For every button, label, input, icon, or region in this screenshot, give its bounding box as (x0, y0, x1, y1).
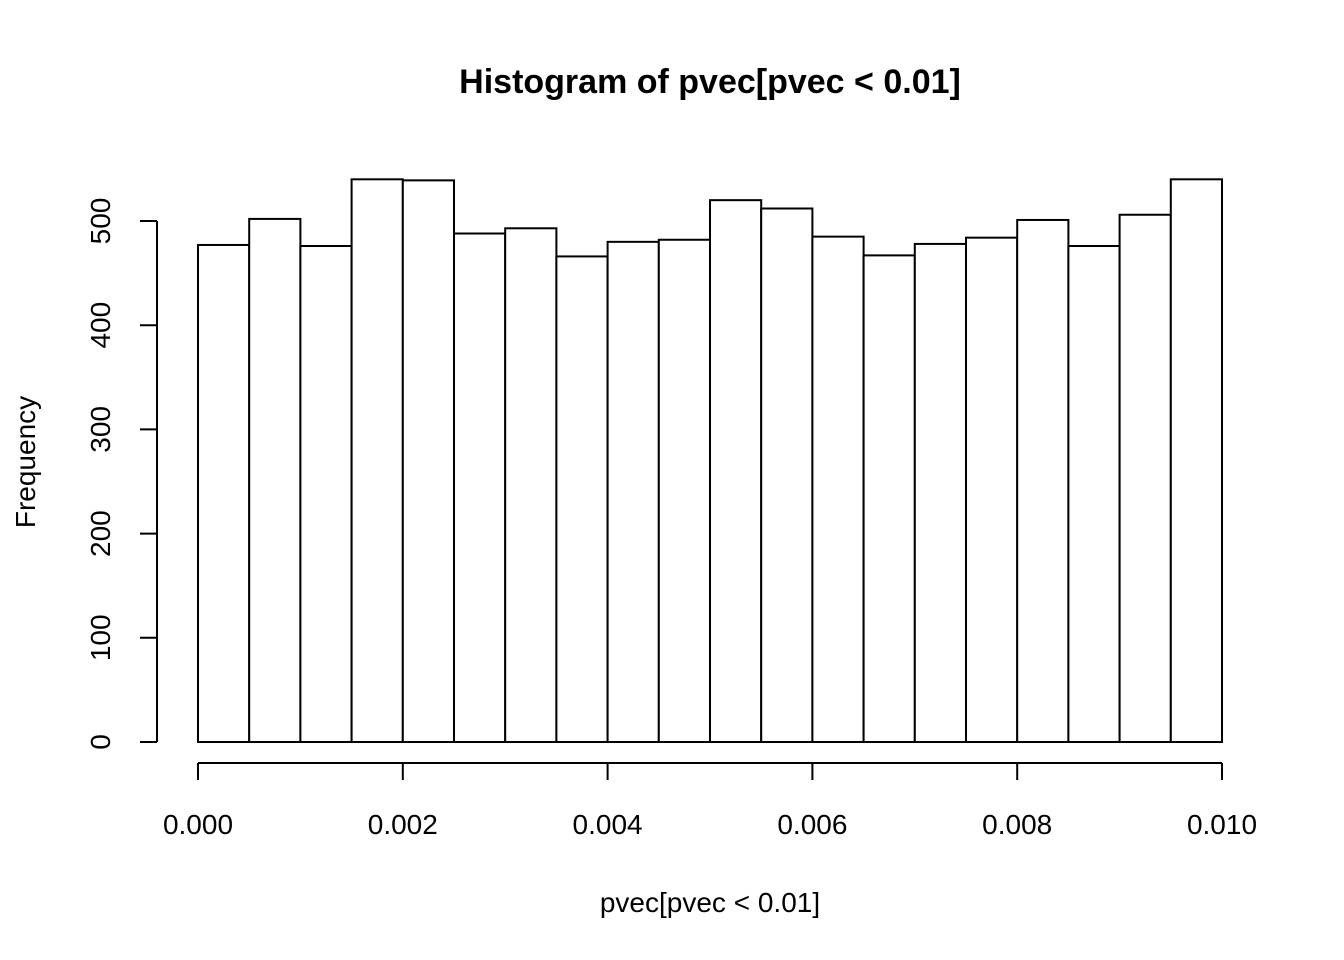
histogram-bar (299, 245, 353, 743)
histogram-bar (965, 236, 1019, 743)
histogram-bar (401, 179, 455, 743)
x-tick-label: 0.008 (982, 809, 1052, 840)
histogram-bar (350, 178, 404, 743)
x-tick-label: 0.010 (1187, 809, 1257, 840)
histogram-bar (862, 254, 916, 744)
histogram-bar (760, 207, 814, 744)
histogram-bar (197, 243, 251, 743)
histogram-bar (606, 240, 660, 743)
y-tick-label: 200 (85, 510, 116, 557)
histogram-bar (811, 235, 865, 743)
x-tick-label: 0.000 (163, 809, 233, 840)
y-axis-label: Frequency (10, 396, 41, 528)
histogram-bar (555, 255, 609, 743)
y-tick-label: 400 (85, 302, 116, 349)
histogram-bar (709, 199, 763, 744)
histogram-bar (1118, 213, 1172, 744)
histogram-bar (1169, 178, 1224, 743)
bars-group (197, 178, 1224, 744)
histogram-bar (657, 238, 711, 743)
histogram-bar (453, 232, 507, 743)
histogram-bar (1016, 218, 1070, 743)
y-tick-label: 0 (85, 734, 116, 750)
x-tick-label: 0.002 (368, 809, 438, 840)
x-axis-label: pvec[pvec < 0.01] (600, 887, 820, 918)
y-tick-label: 100 (85, 614, 116, 661)
x-tick-label: 0.006 (777, 809, 847, 840)
x-axis: 0.000 0.002 0.004 0.006 0.008 0.010 (163, 762, 1257, 840)
histogram-bar (504, 227, 558, 743)
y-tick-label: 300 (85, 406, 116, 453)
histogram-bar (1067, 245, 1121, 743)
histogram-bar (913, 242, 967, 743)
histogram-bar (248, 217, 302, 743)
chart-title: Histogram of pvec[pvec < 0.01] (459, 63, 961, 101)
y-axis: 0 100 200 300 400 500 (85, 198, 158, 750)
x-tick-label: 0.004 (573, 809, 643, 840)
y-tick-label: 500 (85, 198, 116, 245)
